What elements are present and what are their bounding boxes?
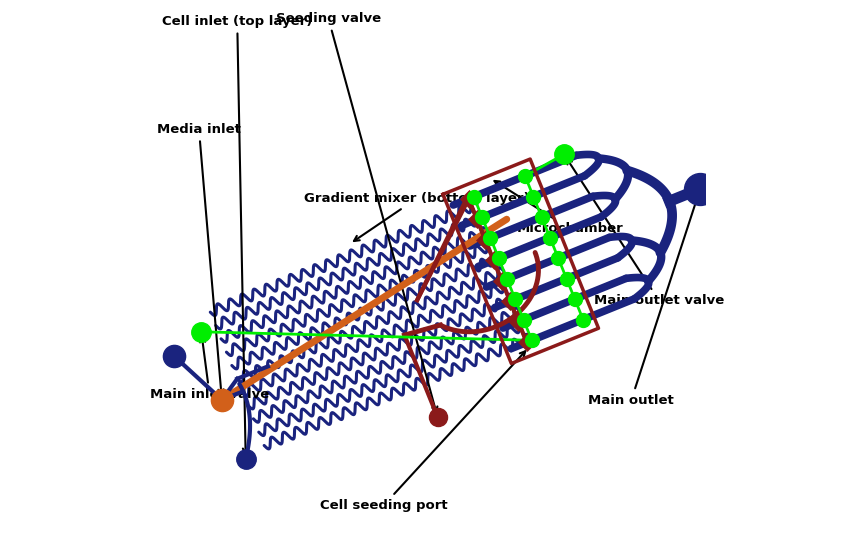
Text: Seeding valve: Seeding valve — [276, 12, 437, 412]
Text: Main inlet valve: Main inlet valve — [150, 337, 269, 401]
Text: Gradient mixer (bottom layer): Gradient mixer (bottom layer) — [304, 192, 530, 241]
Text: Main outlet valve: Main outlet valve — [567, 159, 724, 307]
Text: Cell seeding port: Cell seeding port — [320, 351, 526, 512]
Text: Media inlet: Media inlet — [157, 123, 241, 395]
Text: Cell inlet (top layer): Cell inlet (top layer) — [162, 15, 312, 454]
Text: Microchamber: Microchamber — [495, 181, 623, 235]
Text: Main outlet: Main outlet — [588, 194, 699, 406]
